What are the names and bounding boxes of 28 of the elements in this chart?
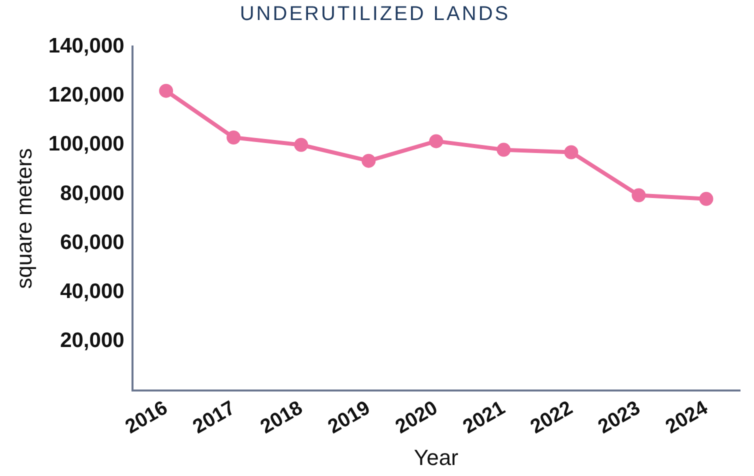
x-tick-label: 2017: [189, 397, 239, 438]
y-axis-title: square meters: [11, 148, 36, 289]
x-tick-label: 2024: [662, 396, 712, 438]
point: [429, 134, 444, 148]
x-axis-title: Year: [414, 444, 458, 470]
x-tick-label: 2023: [594, 397, 644, 438]
x-tick-label: 2016: [122, 397, 172, 438]
point: [159, 84, 174, 98]
y-tick-label: 40,000: [60, 280, 124, 304]
point: [362, 154, 376, 168]
y-tick-label: 60,000: [60, 230, 124, 254]
y-tick-label: 20,000: [60, 329, 124, 352]
point: [632, 188, 646, 202]
point: [496, 142, 511, 157]
y-tick-label: 100,000: [48, 132, 124, 156]
y-tick-label: 140,000: [48, 34, 124, 58]
x-tick-label: 2018: [256, 397, 306, 438]
x-tick-label: 2021: [459, 397, 509, 438]
y-tick-label: 80,000: [60, 182, 124, 205]
point: [294, 138, 308, 152]
y-tick-label: 120,000: [48, 84, 124, 107]
point: [699, 192, 714, 206]
x-tick-label: 2022: [526, 397, 576, 438]
chart-title: UNDERUTILIZED LANDS: [238, 2, 512, 26]
point: [564, 145, 578, 160]
point: [226, 130, 241, 145]
x-tick-label: 2020: [392, 397, 442, 438]
x-tick-label: 2019: [324, 397, 374, 438]
